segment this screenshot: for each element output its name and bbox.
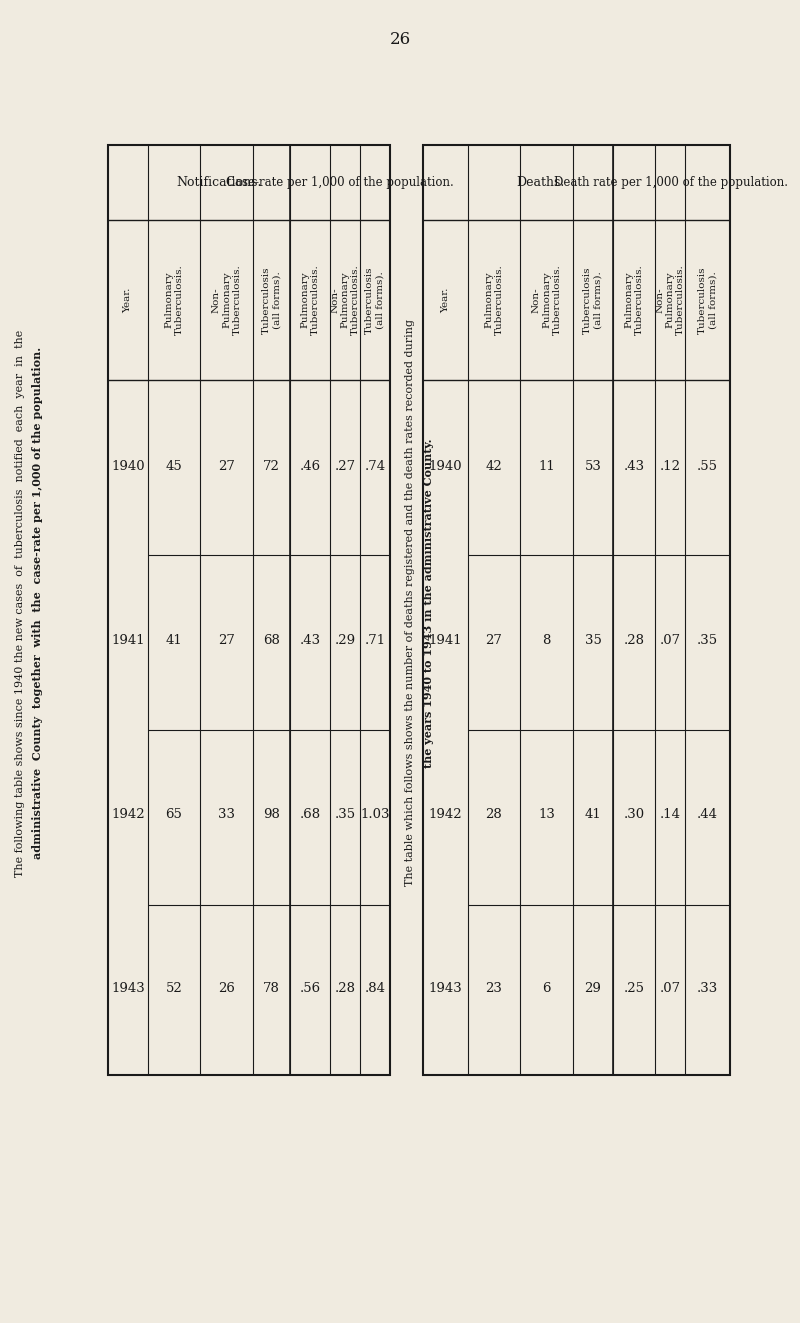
Text: .25: .25 bbox=[623, 982, 645, 995]
Text: The following table shows since 1940 the new cases  of  tuberculosis  notified  : The following table shows since 1940 the… bbox=[15, 329, 25, 877]
Text: Tuberculosis
(all forms).: Tuberculosis (all forms). bbox=[698, 266, 718, 333]
Bar bbox=[423, 146, 730, 1076]
Text: .84: .84 bbox=[365, 982, 386, 995]
Text: 13: 13 bbox=[538, 808, 555, 820]
Text: .56: .56 bbox=[299, 982, 321, 995]
Text: 27: 27 bbox=[486, 634, 502, 647]
Text: 53: 53 bbox=[585, 460, 602, 474]
Text: .29: .29 bbox=[334, 634, 355, 647]
Text: 52: 52 bbox=[166, 982, 182, 995]
Text: 29: 29 bbox=[585, 982, 602, 995]
Text: .33: .33 bbox=[697, 982, 718, 995]
Text: 45: 45 bbox=[166, 460, 182, 474]
Text: Year.: Year. bbox=[123, 287, 133, 312]
Text: the years 1940 to 1943 in the administrative County.: the years 1940 to 1943 in the administra… bbox=[422, 438, 434, 767]
Text: .14: .14 bbox=[659, 808, 681, 820]
Text: 98: 98 bbox=[263, 808, 280, 820]
Text: .30: .30 bbox=[623, 808, 645, 820]
Text: 1940: 1940 bbox=[429, 460, 462, 474]
Text: .27: .27 bbox=[334, 460, 355, 474]
Text: Pulmonary
Tuberculosis.: Pulmonary Tuberculosis. bbox=[624, 265, 644, 335]
Text: .44: .44 bbox=[697, 808, 718, 820]
Text: 1941: 1941 bbox=[429, 634, 462, 647]
Text: .55: .55 bbox=[697, 460, 718, 474]
Text: 23: 23 bbox=[486, 982, 502, 995]
Text: 28: 28 bbox=[486, 808, 502, 820]
Text: 26: 26 bbox=[390, 32, 410, 49]
Bar bbox=[108, 146, 390, 1076]
Text: Tuberculosis
(all forms).: Tuberculosis (all forms). bbox=[366, 266, 385, 333]
Text: .74: .74 bbox=[365, 460, 386, 474]
Text: 1940: 1940 bbox=[111, 460, 145, 474]
Text: Non-
Pulmonary
Tuberculosis.: Non- Pulmonary Tuberculosis. bbox=[211, 265, 242, 335]
Text: Pulmonary
Tuberculosis.: Pulmonary Tuberculosis. bbox=[300, 265, 320, 335]
Text: Year.: Year. bbox=[441, 287, 450, 312]
Text: 1941: 1941 bbox=[111, 634, 145, 647]
Text: 1943: 1943 bbox=[429, 982, 462, 995]
Text: Pulmonary
Tuberculosis.: Pulmonary Tuberculosis. bbox=[484, 265, 504, 335]
Text: 1942: 1942 bbox=[111, 808, 145, 820]
Text: administrative  County  together  with  the  case-rate per 1,000 of the populati: administrative County together with the … bbox=[33, 347, 43, 859]
Text: Pulmonary
Tuberculosis.: Pulmonary Tuberculosis. bbox=[164, 265, 184, 335]
Text: .43: .43 bbox=[623, 460, 645, 474]
Text: 65: 65 bbox=[166, 808, 182, 820]
Text: 26: 26 bbox=[218, 982, 235, 995]
Text: .12: .12 bbox=[659, 460, 681, 474]
Text: 41: 41 bbox=[585, 808, 602, 820]
Text: .35: .35 bbox=[697, 634, 718, 647]
Text: 72: 72 bbox=[263, 460, 280, 474]
Text: 35: 35 bbox=[585, 634, 602, 647]
Text: .07: .07 bbox=[659, 982, 681, 995]
Text: .28: .28 bbox=[334, 982, 355, 995]
Text: 11: 11 bbox=[538, 460, 555, 474]
Text: Notifications.: Notifications. bbox=[176, 176, 262, 189]
Text: 27: 27 bbox=[218, 634, 235, 647]
Text: 42: 42 bbox=[486, 460, 502, 474]
Text: Non-
Pulmonary
Tuberculosis.: Non- Pulmonary Tuberculosis. bbox=[330, 265, 360, 335]
Text: Deaths.: Deaths. bbox=[516, 176, 565, 189]
Text: 41: 41 bbox=[166, 634, 182, 647]
Text: .35: .35 bbox=[334, 808, 355, 820]
Text: Tuberculosis
(all forms).: Tuberculosis (all forms). bbox=[262, 266, 282, 333]
Text: Tuberculosis
(all forms).: Tuberculosis (all forms). bbox=[583, 266, 602, 333]
Text: .46: .46 bbox=[299, 460, 321, 474]
Text: 33: 33 bbox=[218, 808, 235, 820]
Text: .43: .43 bbox=[299, 634, 321, 647]
Text: Case-rate per 1,000 of the population.: Case-rate per 1,000 of the population. bbox=[226, 176, 454, 189]
Text: 6: 6 bbox=[542, 982, 550, 995]
Text: .28: .28 bbox=[623, 634, 645, 647]
Text: 1943: 1943 bbox=[111, 982, 145, 995]
Text: 68: 68 bbox=[263, 634, 280, 647]
Text: .68: .68 bbox=[299, 808, 321, 820]
Text: 8: 8 bbox=[542, 634, 550, 647]
Text: 1942: 1942 bbox=[429, 808, 462, 820]
Text: Non-
Pulmonary
Tuberculosis.: Non- Pulmonary Tuberculosis. bbox=[532, 265, 562, 335]
Text: .07: .07 bbox=[659, 634, 681, 647]
Text: 27: 27 bbox=[218, 460, 235, 474]
Text: Non-
Pulmonary
Tuberculosis.: Non- Pulmonary Tuberculosis. bbox=[655, 265, 685, 335]
Text: 1.03: 1.03 bbox=[360, 808, 390, 820]
Text: .71: .71 bbox=[365, 634, 386, 647]
Text: The table which follows shows the number of deaths registered and the death rate: The table which follows shows the number… bbox=[405, 319, 415, 886]
Text: 78: 78 bbox=[263, 982, 280, 995]
Text: Death rate per 1,000 of the population.: Death rate per 1,000 of the population. bbox=[554, 176, 789, 189]
